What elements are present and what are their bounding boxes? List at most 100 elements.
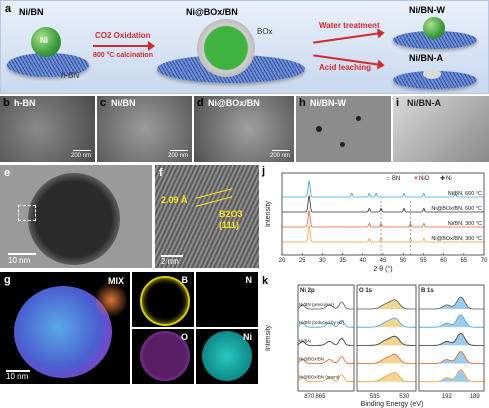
sem-title: Ni/BN-W <box>310 98 346 108</box>
eds-n-label: N <box>245 275 253 285</box>
series-label: Ni/BN, 600 °C <box>448 191 482 197</box>
panel-label-e: e <box>4 167 11 179</box>
series-label: Ni/BN, 300 °C <box>448 221 482 227</box>
panel-label-c: c <box>100 97 107 109</box>
scale-text: 2 nm <box>161 257 179 266</box>
panel-label-d: d <box>197 97 204 109</box>
eds-mix-sheet <box>96 280 126 320</box>
sem-nibo: d Ni@BOx/BN 200 nm <box>194 96 294 162</box>
legend-label: BN <box>392 176 400 182</box>
ni-particle-w <box>423 17 445 39</box>
xps-peak-fill <box>357 354 416 364</box>
x-tick-label: 70 <box>481 258 488 264</box>
xps-peak-fill <box>419 369 484 382</box>
tem-overview: e 10 nm <box>0 165 152 268</box>
xps-frame <box>297 284 355 392</box>
xps-section-title: B 1s <box>421 288 434 294</box>
x-tick-label: 35 <box>339 258 346 264</box>
xps-peak-fill <box>357 317 416 328</box>
series-label: Ni@BOx/BN, 300 °C <box>431 236 482 242</box>
particle-dot <box>316 126 322 132</box>
scale-bar <box>8 253 36 255</box>
xps-frame <box>356 284 417 392</box>
scale-bar <box>161 255 183 257</box>
acid-label: Acid leaching <box>319 63 372 72</box>
panel-label-f: f <box>159 167 163 179</box>
x-tick-label: 55 <box>420 258 427 264</box>
xps-chart: Intensity Binding Energy (eV) Ni 2p 870 865 N… <box>265 284 485 408</box>
hbn-sheet-4 <box>393 71 477 89</box>
ni-particle-1 <box>31 27 61 57</box>
panel-label-h: h <box>299 97 306 109</box>
x-tick-label: 60 <box>440 258 447 264</box>
x-tick-label: 45 <box>380 258 387 264</box>
xps-peak-fill <box>357 372 416 382</box>
x-tick-label: 40 <box>359 258 366 264</box>
xps-chart-panel: k Intensity Binding Energy (eV) Ni 2p 870 86… <box>262 275 489 408</box>
x-axis-label: Binding Energy (eV) <box>361 401 424 408</box>
arrow-water <box>313 32 379 44</box>
x-tick-label: 50 <box>400 258 407 264</box>
xps-peak-fill <box>419 351 484 364</box>
scheme-panel: a Ni/BN Ni h-BN CO2 Oxidation 800 °C cal… <box>0 0 489 94</box>
hrtem-panel: f 2.09 Å B2O3 (111) 2 nm <box>155 165 259 268</box>
xps-series-line <box>357 353 416 364</box>
xps-series-label: Ni/BN (precursor) <box>299 302 335 307</box>
xps-series-line <box>357 372 416 383</box>
arrow-oxidation <box>93 41 155 51</box>
xps-frame <box>418 284 485 392</box>
core-shell-particle <box>28 173 120 265</box>
xps-series-line <box>297 374 354 383</box>
panel-label-b: b <box>3 97 10 109</box>
x-tick-label: 870 <box>304 394 315 400</box>
xps-series-line <box>357 299 416 310</box>
hbn-label: h-BN <box>61 71 80 80</box>
lattice-line <box>195 196 233 207</box>
scale-text: 10 nm <box>6 372 29 381</box>
legend-marker: ▼ <box>413 176 419 182</box>
xps-section-title: Ni 2p <box>300 288 315 294</box>
series-label: Ni@BOx/BN, 600 °C <box>431 206 482 212</box>
eds-oxygen: O <box>132 329 194 384</box>
nibo-title: Ni@BOx/BN <box>186 7 238 17</box>
xps-series-line <box>419 351 484 364</box>
hbn-sheet-1 <box>7 53 89 77</box>
xps-series-label: Ni@BOx/BN (spent) <box>299 375 340 380</box>
nibnw-title: Ni/BN-W <box>409 5 445 15</box>
scale-bar <box>272 150 290 151</box>
eds-b-label: B <box>181 275 189 285</box>
x-tick-label: 530 <box>399 394 410 400</box>
eds-o-label: O <box>180 332 188 342</box>
x-tick-label: 192 <box>442 394 453 400</box>
xps-series-line <box>419 314 484 328</box>
xps-peak-fill <box>419 297 484 309</box>
eds-nickel: Ni <box>196 329 258 384</box>
legend-label: Ni <box>446 176 452 182</box>
x-tick-label: 25 <box>299 258 306 264</box>
tem-nibn-a: i Ni/BN-A <box>393 96 489 162</box>
xps-peak-fill <box>419 315 484 328</box>
xrd-series-line <box>282 194 484 213</box>
zoom-box <box>18 205 36 221</box>
particle-dot <box>340 142 345 147</box>
legend-marker: ○ <box>386 176 390 182</box>
step1-line2: 800 °C calcination <box>93 52 153 59</box>
xps-series-line <box>297 356 354 364</box>
panel-label-a: a <box>5 3 12 15</box>
xrd-series-line <box>282 224 484 243</box>
xps-series-line <box>297 319 354 328</box>
nibn-title: Ni/BN <box>19 7 44 17</box>
boron-ring <box>140 276 190 326</box>
xps-series-label: Ni@BOx/BN <box>299 357 324 362</box>
hbn-sheet-3 <box>393 31 477 49</box>
nibna-title: Ni/BN-A <box>409 53 443 63</box>
scale-text: 200 nm <box>167 153 188 159</box>
scale-bar <box>6 370 30 372</box>
xrd-chart-panel: j 20 25 30 35 40 45 50 55 60 65 70 2 θ (°) Intensity… <box>262 165 489 273</box>
eds-ni-label: Ni <box>243 332 252 342</box>
scale-bar <box>73 150 91 151</box>
step1-line1: CO2 Oxidation <box>95 31 151 40</box>
eds-mix: g MIX 10 nm <box>0 272 130 384</box>
pit-a <box>423 69 441 79</box>
sem-title: Ni/BN <box>111 98 136 108</box>
